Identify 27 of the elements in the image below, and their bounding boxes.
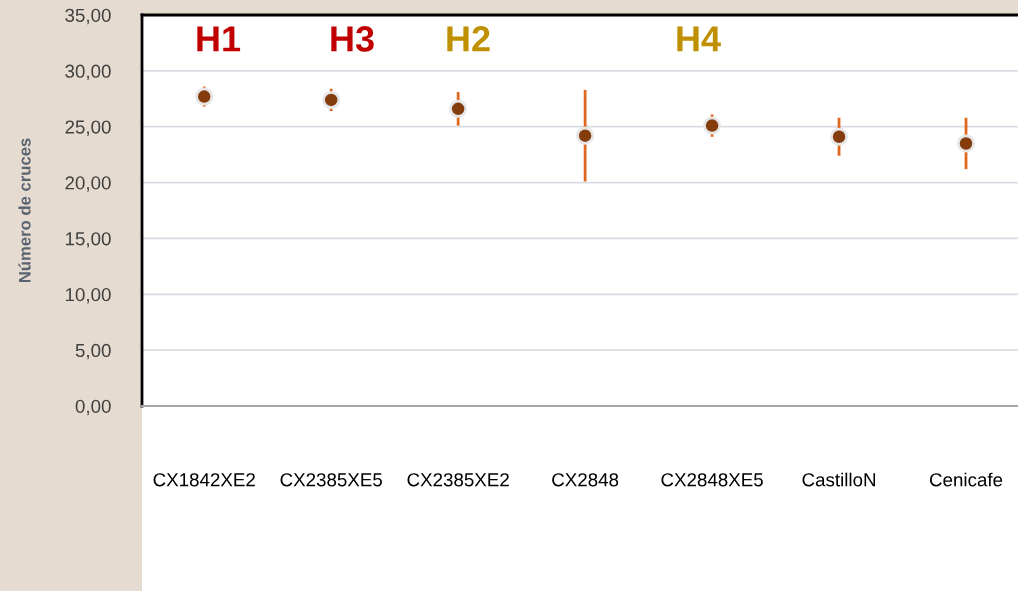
point — [449, 99, 468, 118]
x-tick-label: CX2848XE5 — [661, 473, 763, 487]
point — [703, 116, 722, 135]
point — [830, 127, 849, 146]
x-tick-label: CX1842XE2 — [153, 473, 255, 487]
point — [576, 126, 595, 145]
annotation: H3 — [331, 26, 374, 52]
x-tick-label: Cenicafe — [929, 472, 1003, 487]
x-tick-label: CastilloN — [802, 472, 876, 487]
y-tick-label: 0,00 — [75, 399, 111, 416]
point — [322, 90, 341, 109]
y-tick-label: 35,00 — [65, 8, 111, 25]
y-tick-label: 5,00 — [75, 343, 111, 360]
y-tick-label: 15,00 — [65, 232, 111, 248]
x-tick-label: CX2385XE5 — [280, 473, 382, 487]
annotation: H4 — [677, 26, 721, 52]
point — [195, 87, 214, 106]
y-tick-label: 10,00 — [65, 287, 111, 304]
y-axis-title: Número de cruces — [18, 138, 31, 283]
x-tick-label: CX2848 — [552, 473, 619, 487]
annotation: H1 — [197, 26, 241, 52]
x-tick-label: CX2385XE2 — [407, 473, 509, 487]
y-tick-label: 30,00 — [65, 64, 111, 81]
annotation: H2 — [447, 26, 490, 52]
y-tick-label: 20,00 — [65, 176, 111, 192]
point — [956, 134, 976, 153]
y-tick-label: 25,00 — [65, 120, 111, 136]
